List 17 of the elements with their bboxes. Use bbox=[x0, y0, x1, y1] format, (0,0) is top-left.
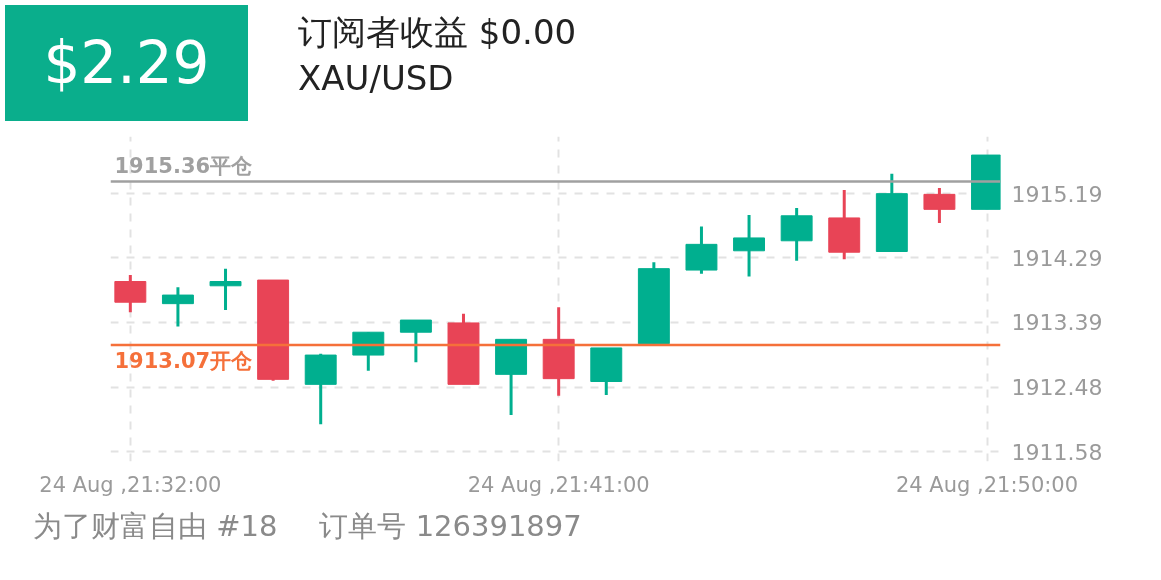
ref-line-label: 1915.36平仓 bbox=[114, 153, 254, 178]
y-tick-label: 1915.19 bbox=[1011, 181, 1103, 207]
y-tick-label: 1912.48 bbox=[1011, 375, 1103, 401]
candlestick bbox=[161, 287, 194, 327]
chart-subtitle: XAU/USD bbox=[298, 57, 455, 100]
candlestick bbox=[209, 268, 242, 311]
y-tick-label: 1914.29 bbox=[1011, 245, 1103, 271]
x-tick-label: 24 Aug ,21:41:00 bbox=[467, 472, 650, 497]
chart-title: 订阅者收益 $0.00 bbox=[298, 11, 577, 54]
y-tick-label: 1911.58 bbox=[1011, 439, 1103, 465]
x-tick-label: 24 Aug ,21:50:00 bbox=[895, 472, 1079, 497]
text: 订单号 126391897 bbox=[319, 509, 582, 543]
y-tick-label: 1913.39 bbox=[1011, 310, 1103, 336]
text: $2.29 bbox=[43, 27, 210, 99]
ref-line-label: 1913.07开仓 bbox=[114, 349, 254, 374]
text: 为了财富自由 #18 bbox=[33, 509, 278, 543]
x-tick-label: 24 Aug ,21:32:00 bbox=[39, 472, 222, 497]
